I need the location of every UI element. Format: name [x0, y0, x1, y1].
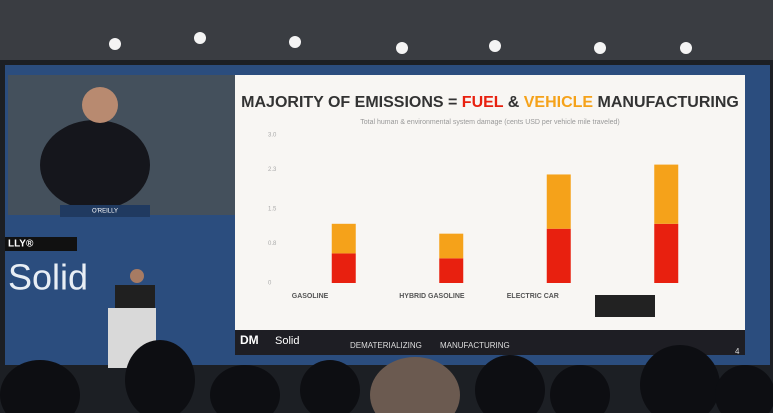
- footer-right: MANUFACTURING: [440, 341, 510, 350]
- side-company: LLY®: [8, 239, 34, 250]
- y-tick-label: 2.3: [268, 167, 277, 173]
- bar-segment: [654, 164, 679, 224]
- y-tick-label: 0.8: [268, 241, 277, 247]
- speaker-head: [130, 269, 144, 283]
- stage-lights: [109, 32, 692, 54]
- speaker-face: [82, 87, 118, 123]
- title-part: FUEL: [462, 94, 504, 111]
- chart: 0 0.8 1.5 2.3 3.0 GASOLINE HYBRID GASOLINE ELEC…: [268, 133, 679, 300]
- title-part: &: [503, 94, 523, 111]
- title-part: MAJORITY OF EMISSIONS =: [241, 94, 462, 111]
- footer-left: DEMATERIALIZING: [350, 341, 422, 350]
- bar-segment: [331, 223, 356, 254]
- bar-segment: [654, 223, 679, 283]
- x-tick-label: HYBRID GASOLINE: [399, 293, 465, 300]
- bar-segment: [546, 228, 571, 283]
- x-tick-label: ELECTRIC CAR: [507, 293, 559, 300]
- speaker-video: [40, 120, 150, 210]
- bar-segment: [439, 233, 464, 259]
- page-number: 4: [735, 347, 740, 356]
- title-part: VEHICLE: [524, 94, 594, 111]
- chart-title: MAJORITY OF EMISSIONS = FUEL & VEHICLE M…: [241, 94, 739, 111]
- audience: [0, 340, 773, 413]
- side-logo: Solid: [8, 257, 88, 298]
- x-tick-label: GASOLINE: [292, 293, 329, 300]
- podium-label: O'REILLY: [92, 209, 118, 215]
- y-tick-label: 3.0: [268, 133, 277, 139]
- side-bar: [5, 237, 77, 251]
- podium-video: [60, 205, 150, 217]
- camera: [595, 295, 655, 317]
- y-tick-label: 0: [268, 281, 272, 287]
- chart-subtitle: Total human & environmental system damag…: [360, 119, 620, 126]
- bar-segment: [546, 174, 571, 229]
- speaker: [115, 285, 155, 310]
- slide-brand2: Solid: [275, 335, 299, 347]
- title-part: MANUFACTURING: [593, 94, 739, 111]
- slide-brand: DM: [240, 333, 259, 347]
- y-tick-label: 1.5: [268, 207, 277, 213]
- ceiling: [0, 0, 773, 60]
- bar-segment: [331, 253, 356, 283]
- bar-segment: [439, 258, 464, 283]
